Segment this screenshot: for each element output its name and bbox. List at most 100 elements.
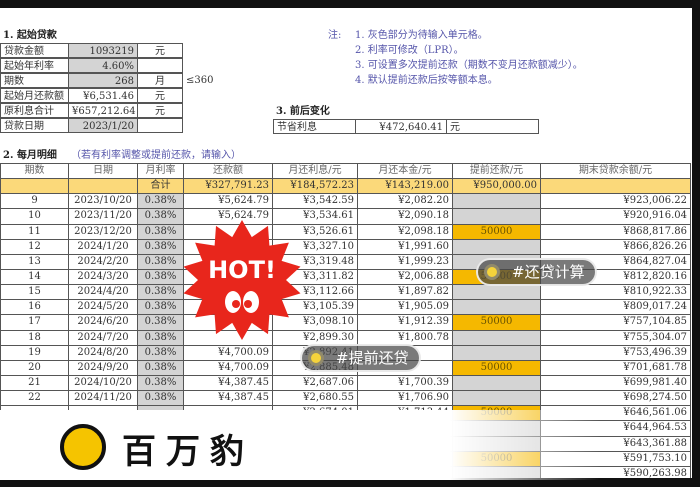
saved-interest-value[interactable]: ¥472,640.41 xyxy=(355,119,447,134)
period-cell: 13 xyxy=(0,253,69,270)
column-header[interactable]: 月利率 xyxy=(137,162,184,180)
prepayment-cell[interactable] xyxy=(452,329,541,346)
monthly-rate-cell[interactable]: 0.38% xyxy=(137,208,184,225)
prepayment-cell[interactable] xyxy=(452,344,541,361)
prepayment-cell[interactable]: 50000 xyxy=(452,314,541,331)
table-row: 16 2024/5/20 0.38% ¥3,105.39 ¥1,905.09 ¥809,0… xyxy=(0,299,691,316)
field-value[interactable]: 2023/1/20 xyxy=(68,118,138,133)
total-empty xyxy=(0,178,69,195)
principal-cell: ¥1,999.23 xyxy=(357,253,453,270)
balance-cell: ¥698,274.50 xyxy=(540,390,691,407)
total-repay: ¥327,791.23 xyxy=(183,178,273,195)
section2-hint: （若有利率调整或提前还款，请输入） xyxy=(71,150,241,161)
leopard-logo-icon xyxy=(60,424,106,470)
monthly-rate-cell[interactable]: 0.38% xyxy=(137,374,184,392)
principal-cell: ¥1,800.78 xyxy=(357,329,453,346)
period-cell: 20 xyxy=(0,359,69,376)
field-label: 贷款日期 xyxy=(0,118,69,133)
total-interest: ¥184,572.23 xyxy=(272,178,358,195)
prepayment-cell[interactable] xyxy=(452,299,541,316)
repayment-cell: ¥4,700.09 xyxy=(183,344,273,361)
field-value[interactable]: 1093219 xyxy=(68,43,138,58)
repayment-cell: ¥4,387.45 xyxy=(183,374,273,392)
field-value[interactable]: ¥657,212.64 xyxy=(68,103,138,118)
total-principal: ¥143,219.00 xyxy=(357,178,453,195)
column-header[interactable]: 日期 xyxy=(68,162,138,180)
period-cell: 12 xyxy=(0,238,69,255)
total-empty xyxy=(540,178,691,195)
column-header[interactable]: 月还利息/元 xyxy=(272,162,358,180)
monthly-rate-cell[interactable]: 0.38% xyxy=(137,268,184,286)
field-unit: 月 xyxy=(137,73,183,88)
field-value[interactable]: 268 xyxy=(68,73,138,88)
date-cell: 2024/1/20 xyxy=(68,238,138,255)
prepayment-cell[interactable] xyxy=(452,390,541,407)
date-cell: 2024/4/20 xyxy=(68,284,138,301)
section3-title: 3. 前后变化 xyxy=(276,106,330,117)
table-row: 17 2024/6/20 0.38% ¥3,098.10 ¥1,912.39 50000 ¥… xyxy=(0,314,691,331)
table-row: 21 2024/10/20 0.38% ¥4,387.45 ¥2,687.06 ¥1,70… xyxy=(0,374,691,392)
spreadsheet[interactable]: 1. 起始贷款 贷款金额 1093219 元起始年利率 4.60% 期数 268 月 ≤360… xyxy=(0,8,692,478)
monthly-rate-cell[interactable]: 0.38% xyxy=(137,299,184,316)
prepayment-cell[interactable] xyxy=(452,238,541,255)
table-row: 18 2024/7/20 0.38% ¥2,899.30 ¥1,800.78 ¥755,3… xyxy=(0,329,691,346)
field-value[interactable]: ¥6,531.46 xyxy=(68,88,138,103)
repayment-cell: ¥5,624.79 xyxy=(183,193,273,210)
period-cell: 9 xyxy=(0,193,69,210)
monthly-rate-cell[interactable]: 0.38% xyxy=(137,238,184,255)
monthly-rate-cell[interactable]: 0.38% xyxy=(137,193,184,210)
interest-cell: ¥2,680.55 xyxy=(272,390,358,407)
balance-cell: ¥866,826.26 xyxy=(540,238,691,255)
tag-prepay[interactable]: #提前还贷 xyxy=(300,344,421,372)
monthly-rate-cell[interactable]: 0.38% xyxy=(137,359,184,376)
starburst-shape xyxy=(183,220,301,340)
column-header[interactable]: 提前还款/元 xyxy=(452,162,541,180)
prepayment-cell[interactable]: 50000 xyxy=(452,223,541,240)
balance-cell: ¥701,681.78 xyxy=(540,359,691,376)
column-header[interactable]: 还款额 xyxy=(183,162,273,180)
table-row: 9 2023/10/20 0.38% ¥5,624.79 ¥3,542.59 ¥2,082… xyxy=(0,193,691,210)
field-label: 起始月还款额 xyxy=(0,88,69,103)
monthly-rate-cell[interactable]: 0.38% xyxy=(137,329,184,346)
prepayment-cell[interactable] xyxy=(452,284,541,301)
monthly-rate-cell[interactable]: 0.38% xyxy=(137,253,184,270)
prepayment-cell[interactable] xyxy=(452,193,541,210)
prepayment-cell[interactable] xyxy=(452,374,541,392)
field-unit: 元 xyxy=(137,43,183,58)
tag-loan-calc[interactable]: #还贷计算 xyxy=(476,258,597,286)
principal-cell: ¥1,905.09 xyxy=(357,299,453,316)
field-unit xyxy=(137,58,183,73)
period-cell: 17 xyxy=(0,314,69,331)
date-cell: 2024/9/20 xyxy=(68,359,138,376)
date-cell: 2024/6/20 xyxy=(68,314,138,331)
tag-label: #还贷计算 xyxy=(512,263,585,281)
period-cell: 11 xyxy=(0,223,69,240)
date-cell: 2024/7/20 xyxy=(68,329,138,346)
period-cell: 18 xyxy=(0,329,69,346)
date-cell: 2024/11/20 xyxy=(68,390,138,407)
field-label: 原利息合计 xyxy=(0,103,69,118)
monthly-rate-cell[interactable]: 0.38% xyxy=(137,314,184,331)
principal-cell: ¥2,098.18 xyxy=(357,223,453,240)
balance-cell: ¥809,017.24 xyxy=(540,299,691,316)
monthly-rate-cell[interactable]: 0.38% xyxy=(137,344,184,361)
monthly-rate-cell[interactable]: 0.38% xyxy=(137,223,184,240)
date-cell: 2023/12/20 xyxy=(68,223,138,240)
brand-banner: 百万豹 xyxy=(0,410,600,480)
field-label: 贷款金额 xyxy=(0,43,69,58)
column-header[interactable]: 期末贷款余额/元 xyxy=(540,162,691,180)
hot-badge: HOT! xyxy=(183,220,301,340)
monthly-rate-cell[interactable]: 0.38% xyxy=(137,390,184,407)
column-header[interactable]: 期数 xyxy=(0,162,69,180)
tag-dot-icon xyxy=(484,264,500,280)
field-value[interactable]: 4.60% xyxy=(68,58,138,73)
prepayment-cell[interactable] xyxy=(452,208,541,225)
column-header[interactable]: 月还本金/元 xyxy=(357,162,453,180)
note-1: 1. 灰色部分为待输入单元格。 xyxy=(355,30,488,41)
principal-cell: ¥2,090.18 xyxy=(357,208,453,225)
monthly-rate-cell[interactable]: 0.38% xyxy=(137,284,184,301)
field-unit: 元 xyxy=(137,88,183,103)
prepayment-cell[interactable]: 50000 xyxy=(452,359,541,376)
repayment-cell: ¥4,700.09 xyxy=(183,359,273,376)
date-cell: 2024/10/20 xyxy=(68,374,138,392)
